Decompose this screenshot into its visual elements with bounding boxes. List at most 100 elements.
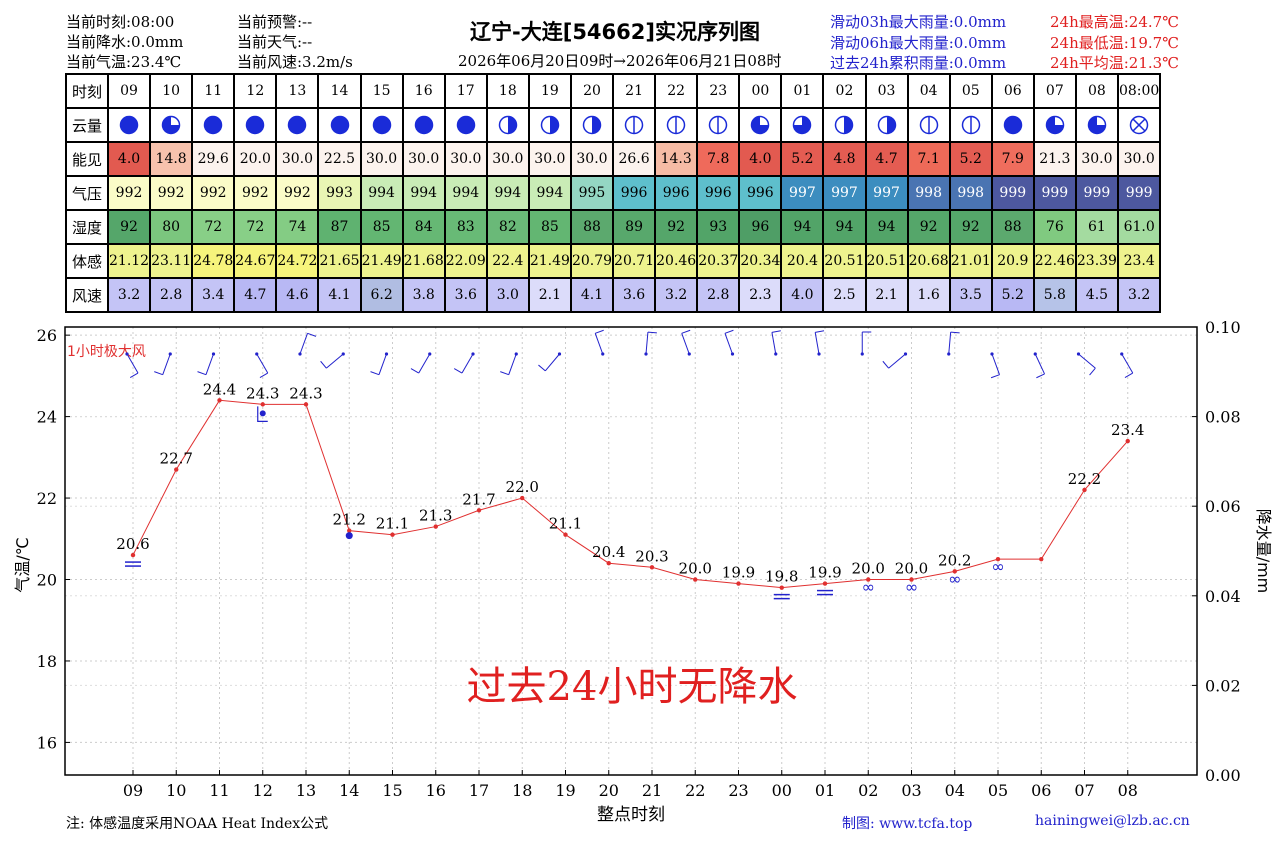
table-cell-feel: 24.72	[275, 243, 320, 279]
temperature-point	[303, 402, 309, 407]
wind-barb-icon	[307, 332, 317, 337]
temperature-point	[693, 577, 698, 582]
table-cell-times: 15	[359, 73, 404, 109]
table-cell-feel: 21.12	[106, 243, 152, 279]
table-cell-vis: 7.1	[906, 141, 951, 177]
table-cell-vis: 14.3	[654, 141, 699, 177]
table-cell-vis: 30.0	[1116, 141, 1162, 177]
footer-email[interactable]: hainingwei@lzb.ac.cn	[1035, 813, 1190, 829]
temperature-data-label: 20.0	[679, 560, 712, 578]
temperature-point	[347, 528, 352, 533]
row-label: 风速	[65, 277, 109, 313]
table-cell-hum: 92	[654, 209, 699, 245]
cloud-overcast-icon	[317, 107, 362, 143]
cloud-half-icon	[822, 107, 867, 143]
wind-barb-icon	[500, 371, 509, 376]
table-row-cloud: 云量	[65, 107, 1162, 143]
table-cell-times: 18	[485, 73, 530, 109]
wind-barb-icon	[453, 368, 463, 374]
temperature-data-label: 24.3	[246, 384, 279, 402]
table-row-times: 时刻 09 10 11 12 13 14 15 16 17 18 19 20 21 22 23 00 01 02 03…	[65, 73, 1162, 109]
wind-barb-icon	[1078, 353, 1096, 369]
haze-infinity-icon: ∞	[948, 569, 961, 588]
table-cell-vis: 21.3	[1032, 141, 1077, 177]
table-cell-pres: 997	[780, 175, 825, 211]
table-cell-wind: 2.3	[738, 277, 783, 313]
table-cell-vis: 30.0	[485, 141, 530, 177]
current-time: 当前时刻:08:00	[66, 13, 175, 31]
wind-barb-icon	[197, 371, 207, 376]
table-row-feel: 体感 21.12 23.11 24.78 24.67 24.72 21.65 21.49 21.…	[65, 243, 1162, 279]
table-cell-pres: 996	[738, 175, 783, 211]
x-tick-label: 01	[815, 781, 835, 800]
table-cell-feel: 20.68	[906, 243, 951, 279]
table-cell-feel: 23.39	[1074, 243, 1119, 279]
rain-bracket-icon	[257, 406, 268, 422]
table-cell-vis: 5.2	[780, 141, 825, 177]
wind-barb-icon	[378, 353, 387, 375]
wind-barb-icon	[814, 332, 820, 355]
table-cell-vis: 14.8	[149, 141, 194, 177]
plot-frame	[64, 326, 1198, 776]
cloud-overcast-icon	[191, 107, 236, 143]
table-cell-feel: 21.49	[527, 243, 572, 279]
table-cell-hum: 94	[780, 209, 825, 245]
table-cell-feel: 21.01	[948, 243, 993, 279]
table-cell-vis: 30.0	[569, 141, 615, 177]
x-tick-label: 17	[469, 781, 489, 800]
table-cell-times: 12	[233, 73, 278, 109]
temperature-point	[995, 556, 1001, 562]
x-tick-label: 07	[1074, 781, 1094, 800]
table-cell-times: 17	[443, 73, 488, 109]
cloud-seven-eighths-icon	[149, 107, 194, 143]
table-cell-hum: 85	[527, 209, 572, 245]
wind-barb-icon	[594, 333, 604, 355]
wind-barb-icon	[370, 371, 380, 376]
cloud-seven-eighths-icon	[1074, 107, 1119, 143]
table-cell-wind: 4.7	[233, 277, 278, 313]
wind-barb-icon	[647, 331, 657, 334]
table-cell-feel: 24.78	[191, 243, 236, 279]
table-cell-hum: 61.0	[1116, 209, 1162, 245]
temperature-data-label: 20.4	[592, 543, 625, 561]
table-cell-hum: 94	[864, 209, 909, 245]
cloud-quarter-bar-icon	[696, 107, 741, 143]
table-cell-hum: 72	[233, 209, 278, 245]
table-cell-feel: 22.46	[1032, 243, 1077, 279]
wind-barb-icon	[1036, 373, 1045, 379]
table-cell-feel: 23.11	[149, 243, 194, 279]
table-cell-wind: 3.0	[485, 277, 530, 313]
table-row-hum: 湿度 92 80 72 72 74 87 85 84 83 82 85 88 89 92 93 96 94 94 94…	[65, 209, 1162, 245]
table-cell-feel: 21.49	[359, 243, 404, 279]
footer-credit[interactable]: 制图: www.tcfa.top	[842, 816, 973, 832]
obs-table: 时刻 09 10 11 12 13 14 15 16 17 18 19 20 21 22 23 00 01 02 03…	[65, 73, 1162, 313]
wind-barb-icon	[129, 372, 139, 378]
table-cell-pres: 996	[612, 175, 657, 211]
wind-barb-icon	[508, 353, 517, 375]
table-cell-feel: 20.71	[612, 243, 657, 279]
x-tick-label: 09	[123, 781, 143, 800]
table-cell-hum: 74	[275, 209, 320, 245]
cloud-half-icon	[527, 107, 572, 143]
table-cell-hum: 93	[696, 209, 741, 245]
table-cell-times: 07	[1032, 73, 1077, 109]
wind-barb-icon	[771, 332, 777, 355]
table-cell-pres: 996	[654, 175, 699, 211]
temperature-point	[952, 569, 957, 574]
x-tick-label: 10	[166, 781, 186, 800]
row-label: 云量	[65, 107, 109, 143]
wind-barb-icon	[645, 332, 649, 355]
table-cell-times: 20	[569, 73, 615, 109]
x-tick-label: 15	[382, 781, 402, 800]
x-tick-label: 02	[858, 781, 878, 800]
table-cell-feel: 23.4	[1116, 243, 1162, 279]
y2-tick-label: 0.08	[1205, 408, 1241, 427]
wind-barb-icon	[681, 333, 690, 355]
y2-tick-label: 0.02	[1205, 676, 1241, 695]
cloud-quarter-bar-icon	[654, 107, 699, 143]
wind-barb-icon	[882, 360, 890, 369]
table-cell-wind: 3.6	[443, 277, 488, 313]
table-cell-pres: 992	[233, 175, 278, 211]
table-cell-feel: 20.51	[864, 243, 909, 279]
table-cell-pres: 992	[106, 175, 152, 211]
